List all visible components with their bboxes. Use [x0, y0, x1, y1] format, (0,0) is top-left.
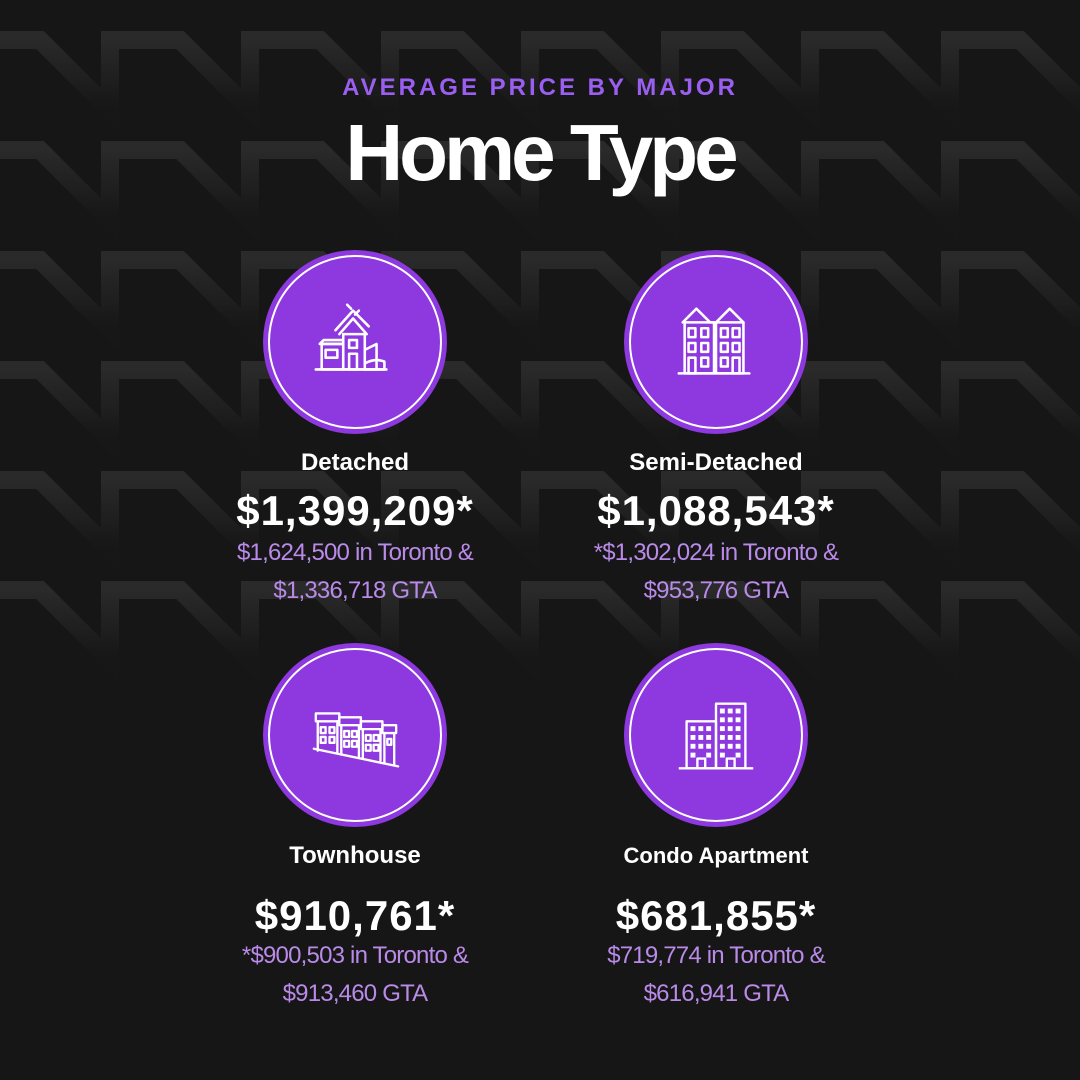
- card-label: Detached: [300, 449, 410, 476]
- icon-circle: [624, 643, 808, 827]
- card-detail-line-2: $616,941 GTA: [643, 980, 790, 1007]
- card-detached: Detached $1,399,209* $1,624,500 in Toron…: [175, 250, 535, 610]
- card-semi-detached: Semi-Detached $1,088,543* *$1,302,024 in…: [536, 250, 896, 610]
- condo-building-icon: [678, 702, 754, 770]
- card-price: $1,399,209*: [236, 487, 474, 534]
- card-price: $910,761*: [254, 892, 456, 939]
- card-label: Semi-Detached: [629, 449, 803, 476]
- card-detail-line-2: $913,460 GTA: [282, 980, 429, 1007]
- icon-circle: [263, 250, 447, 434]
- card-label: Condo Apartment: [623, 843, 809, 868]
- card-price: $1,088,543*: [597, 487, 835, 534]
- card-townhouse: Townhouse $910,761* *$900,503 in Toronto…: [175, 643, 535, 1013]
- card-detail-line-2: $1,336,718 GTA: [273, 577, 437, 604]
- card-detail-line-2: $953,776 GTA: [643, 577, 790, 604]
- card-detail-line-1: *$900,503 in Toronto &: [241, 942, 469, 969]
- page-title: Home Type: [345, 108, 738, 197]
- card-label: Townhouse: [289, 842, 421, 869]
- card-condo-apartment: Condo Apartment $681,855* $719,774 in To…: [536, 643, 896, 1013]
- icon-circle: [263, 643, 447, 827]
- card-detail-line-1: $1,624,500 in Toronto &: [236, 539, 474, 566]
- card-detail-line-1: $719,774 in Toronto &: [607, 942, 825, 969]
- header-kicker: AVERAGE PRICE BY MAJOR: [342, 74, 738, 101]
- icon-circle: [624, 250, 808, 434]
- semi-detached-house-icon: [677, 307, 751, 375]
- header: AVERAGE PRICE BY MAJOR Home Type: [0, 72, 1080, 198]
- card-price: $681,855*: [615, 892, 817, 939]
- card-detail-line-1: *$1,302,024 in Toronto &: [593, 539, 839, 566]
- townhouse-icon: [312, 712, 400, 768]
- detached-house-icon: [314, 303, 388, 371]
